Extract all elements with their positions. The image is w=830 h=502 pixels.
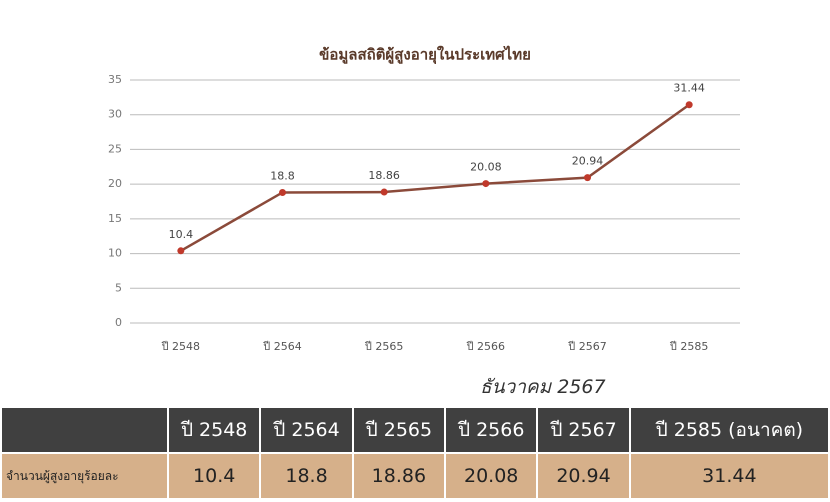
data-point	[482, 180, 490, 188]
header-cell: ปี 2566	[446, 408, 537, 452]
table-cell: 31.44	[630, 454, 828, 498]
table-cell: 18.86	[353, 454, 445, 498]
header-cell: ปี 2565	[353, 408, 445, 452]
y-tick-label: 0	[115, 316, 122, 329]
data-point	[177, 247, 185, 255]
header-cell: ปี 2548	[169, 408, 260, 452]
row-label: จำนวนผู้สูงอายุร้อยละ	[2, 454, 167, 498]
table-cell: 10.4	[169, 454, 260, 498]
y-tick-label: 30	[108, 108, 122, 121]
table-cell: 20.94	[538, 454, 629, 498]
header-cell: ปี 2567	[538, 408, 629, 452]
data-label: 20.08	[470, 161, 502, 174]
table-cell: 20.08	[446, 454, 537, 498]
table-row: จำนวนผู้สูงอายุร้อยละ 10.4 18.8 18.86 20.08 2…	[2, 454, 828, 498]
data-label: 10.4	[169, 228, 194, 241]
data-table: ปี 2548 ปี 2564 ปี 2565 ปี 2566 ปี 2567 ปี 25…	[0, 406, 830, 500]
subtitle: ธันวาคม 2567	[480, 376, 606, 398]
data-point	[584, 174, 591, 182]
header-cell: ปี 2585 (อนาคต)	[630, 408, 828, 452]
header-cell	[2, 408, 167, 452]
x-tick-label: ปี 2548	[160, 340, 200, 353]
y-tick-label: 35	[108, 73, 122, 86]
y-tick-label: 25	[108, 142, 122, 155]
data-label: 31.44	[673, 82, 705, 95]
x-tick-label: ปี 2567	[567, 340, 607, 353]
data-point	[380, 188, 388, 196]
data-label: 18.86	[368, 169, 400, 182]
header-cell: ปี 2564	[261, 408, 352, 452]
y-tick-label: 20	[108, 177, 122, 190]
x-tick-label: ปี 2585	[669, 340, 709, 353]
table-cell: 18.8	[261, 454, 352, 498]
data-line	[180, 103, 690, 252]
y-tick-label: 10	[108, 247, 122, 260]
data-label: 18.8	[270, 169, 295, 182]
y-tick-label: 15	[108, 212, 122, 225]
x-tick-label: ปี 2566	[465, 340, 505, 353]
data-point	[279, 188, 286, 196]
x-tick-label: ปี 2564	[262, 340, 302, 353]
data-point	[685, 101, 693, 109]
chart: ข้อมูลสถิติผู้สูงอายุในประเทศไทย 0 5 10 15 2…	[108, 45, 740, 353]
header-row: ปี 2548 ปี 2564 ปี 2565 ปี 2566 ปี 2567 ปี 25…	[2, 408, 828, 452]
y-tick-label: 5	[115, 281, 122, 294]
data-label: 20.94	[572, 155, 604, 168]
table-body: จำนวนผู้สูงอายุร้อยละ 10.4 18.8 18.86 20.08 2…	[2, 454, 828, 498]
chart-title: ข้อมูลสถิติผู้สูงอายุในประเทศไทย	[319, 45, 531, 65]
x-tick-label: ปี 2565	[364, 340, 404, 353]
